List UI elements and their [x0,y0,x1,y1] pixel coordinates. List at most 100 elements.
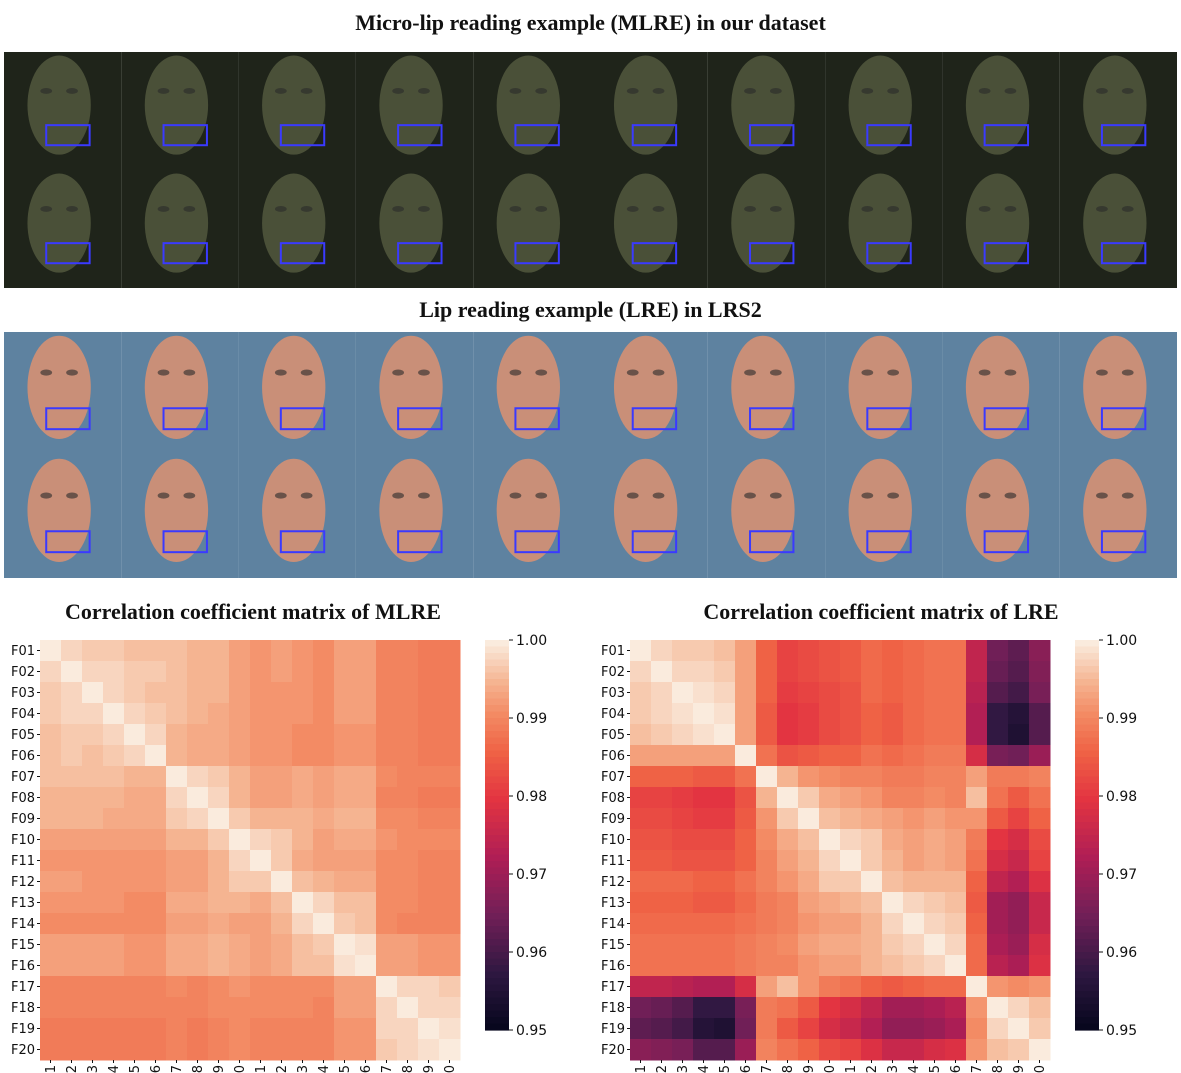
lre-cell [987,808,1009,830]
mlre-frame [238,52,356,170]
lre-cell [966,703,988,725]
lre-cell [1029,787,1051,809]
mlre-row-label: F15 [11,938,35,953]
mlre-roi-box [983,242,1030,265]
lre-cell [777,703,799,725]
lre-cell [1008,955,1030,977]
lre-cell [693,976,715,998]
lre-cell [714,1018,736,1040]
lre-colorbar-segment [1075,913,1099,921]
lre-row-label: F11 [601,854,625,869]
mlre-cell [271,745,293,767]
mlre-cell [439,934,461,956]
mlre-cell [82,871,104,893]
lre-colorbar-segment [1075,737,1099,745]
face-frame-icon [613,173,678,273]
lre-colorbar-segment [1075,711,1099,719]
lre-cell [882,913,904,935]
lre-cell [966,850,988,872]
mlre-cell [313,850,335,872]
mlre-row-label: F19 [11,1022,35,1037]
mlre-cell [418,661,440,683]
lre-cell [861,892,883,914]
lre-colorbar-segment [1075,789,1099,797]
lre-cell [630,934,652,956]
mlre-colorbar-segment [485,913,509,921]
lre-cell [714,808,736,830]
lre-cell [987,976,1009,998]
mlre-colorbar-segment [485,919,509,927]
mlre-cell [292,766,314,788]
lre-cell [756,808,778,830]
mlre-cell [376,1018,398,1040]
lre-cell [819,997,841,1019]
lre-cell [882,1039,904,1061]
lre-cell [798,1039,820,1061]
lre-frame [707,455,826,578]
lre-frame [238,455,356,578]
lre-cell [672,955,694,977]
lre-cell [777,997,799,1019]
lre-cell [693,808,715,830]
lre-cell [735,934,757,956]
mlre-cell [313,640,335,662]
lre-cell [735,1018,757,1040]
lre-cell [966,997,988,1019]
mlre-cell [397,1039,419,1061]
lre-cell [630,913,652,935]
mlre-frame [942,52,1060,170]
mlre-cell [187,724,209,746]
lre-colorbar-segment [1075,718,1099,726]
lre-cell [630,976,652,998]
mlre-cell [355,976,377,998]
mlre-cell [166,640,188,662]
mlre-cell [271,1039,293,1061]
mlre-cell [82,661,104,683]
lre-cell [672,661,694,683]
lre-cell [756,724,778,746]
face-frame-icon [27,458,91,563]
mlre-cell [187,871,209,893]
lre-cell [714,787,736,809]
lre-cell [651,724,673,746]
mlre-cell [82,682,104,704]
lre-cell [924,913,946,935]
lre-cell [966,892,988,914]
face-frame-icon [379,173,443,273]
lre-cell [756,703,778,725]
mlre-roi-box [397,124,443,147]
lre-cell [798,661,820,683]
face-frame-icon [613,335,678,440]
mlre-colorbar-segment [485,874,509,882]
lre-cell [924,787,946,809]
lre-colorbar-tick: 0.99 [1106,711,1137,727]
mlre-cell [271,976,293,998]
mlre-cell [40,976,62,998]
mlre-roi-box [1100,242,1147,265]
lre-cell [840,1018,862,1040]
mlre-cell [376,934,398,956]
mlre-cell [313,955,335,977]
lre-cell [756,934,778,956]
lre-cell [987,850,1009,872]
lre-cell [735,787,757,809]
mlre-frame [1059,52,1177,170]
mlre-cell [334,787,356,809]
lre-cell [1029,682,1051,704]
mlre-cell [187,1018,209,1040]
lre-cell [756,640,778,662]
lre-cell [777,682,799,704]
lre-cell [819,913,841,935]
mlre-cell [166,787,188,809]
lre-cell [735,871,757,893]
lre-colorbar-segment [1075,705,1099,713]
lre-cell [882,766,904,788]
lre-cell [966,1039,988,1061]
lre-col-label: F13 [886,1065,901,1073]
mlre-frame [238,170,356,288]
mlre-cell [187,703,209,725]
mlre-cell [124,871,146,893]
face-frame-icon [496,458,561,563]
lre-cell [903,661,925,683]
lre-colorbar-segment [1075,666,1099,674]
